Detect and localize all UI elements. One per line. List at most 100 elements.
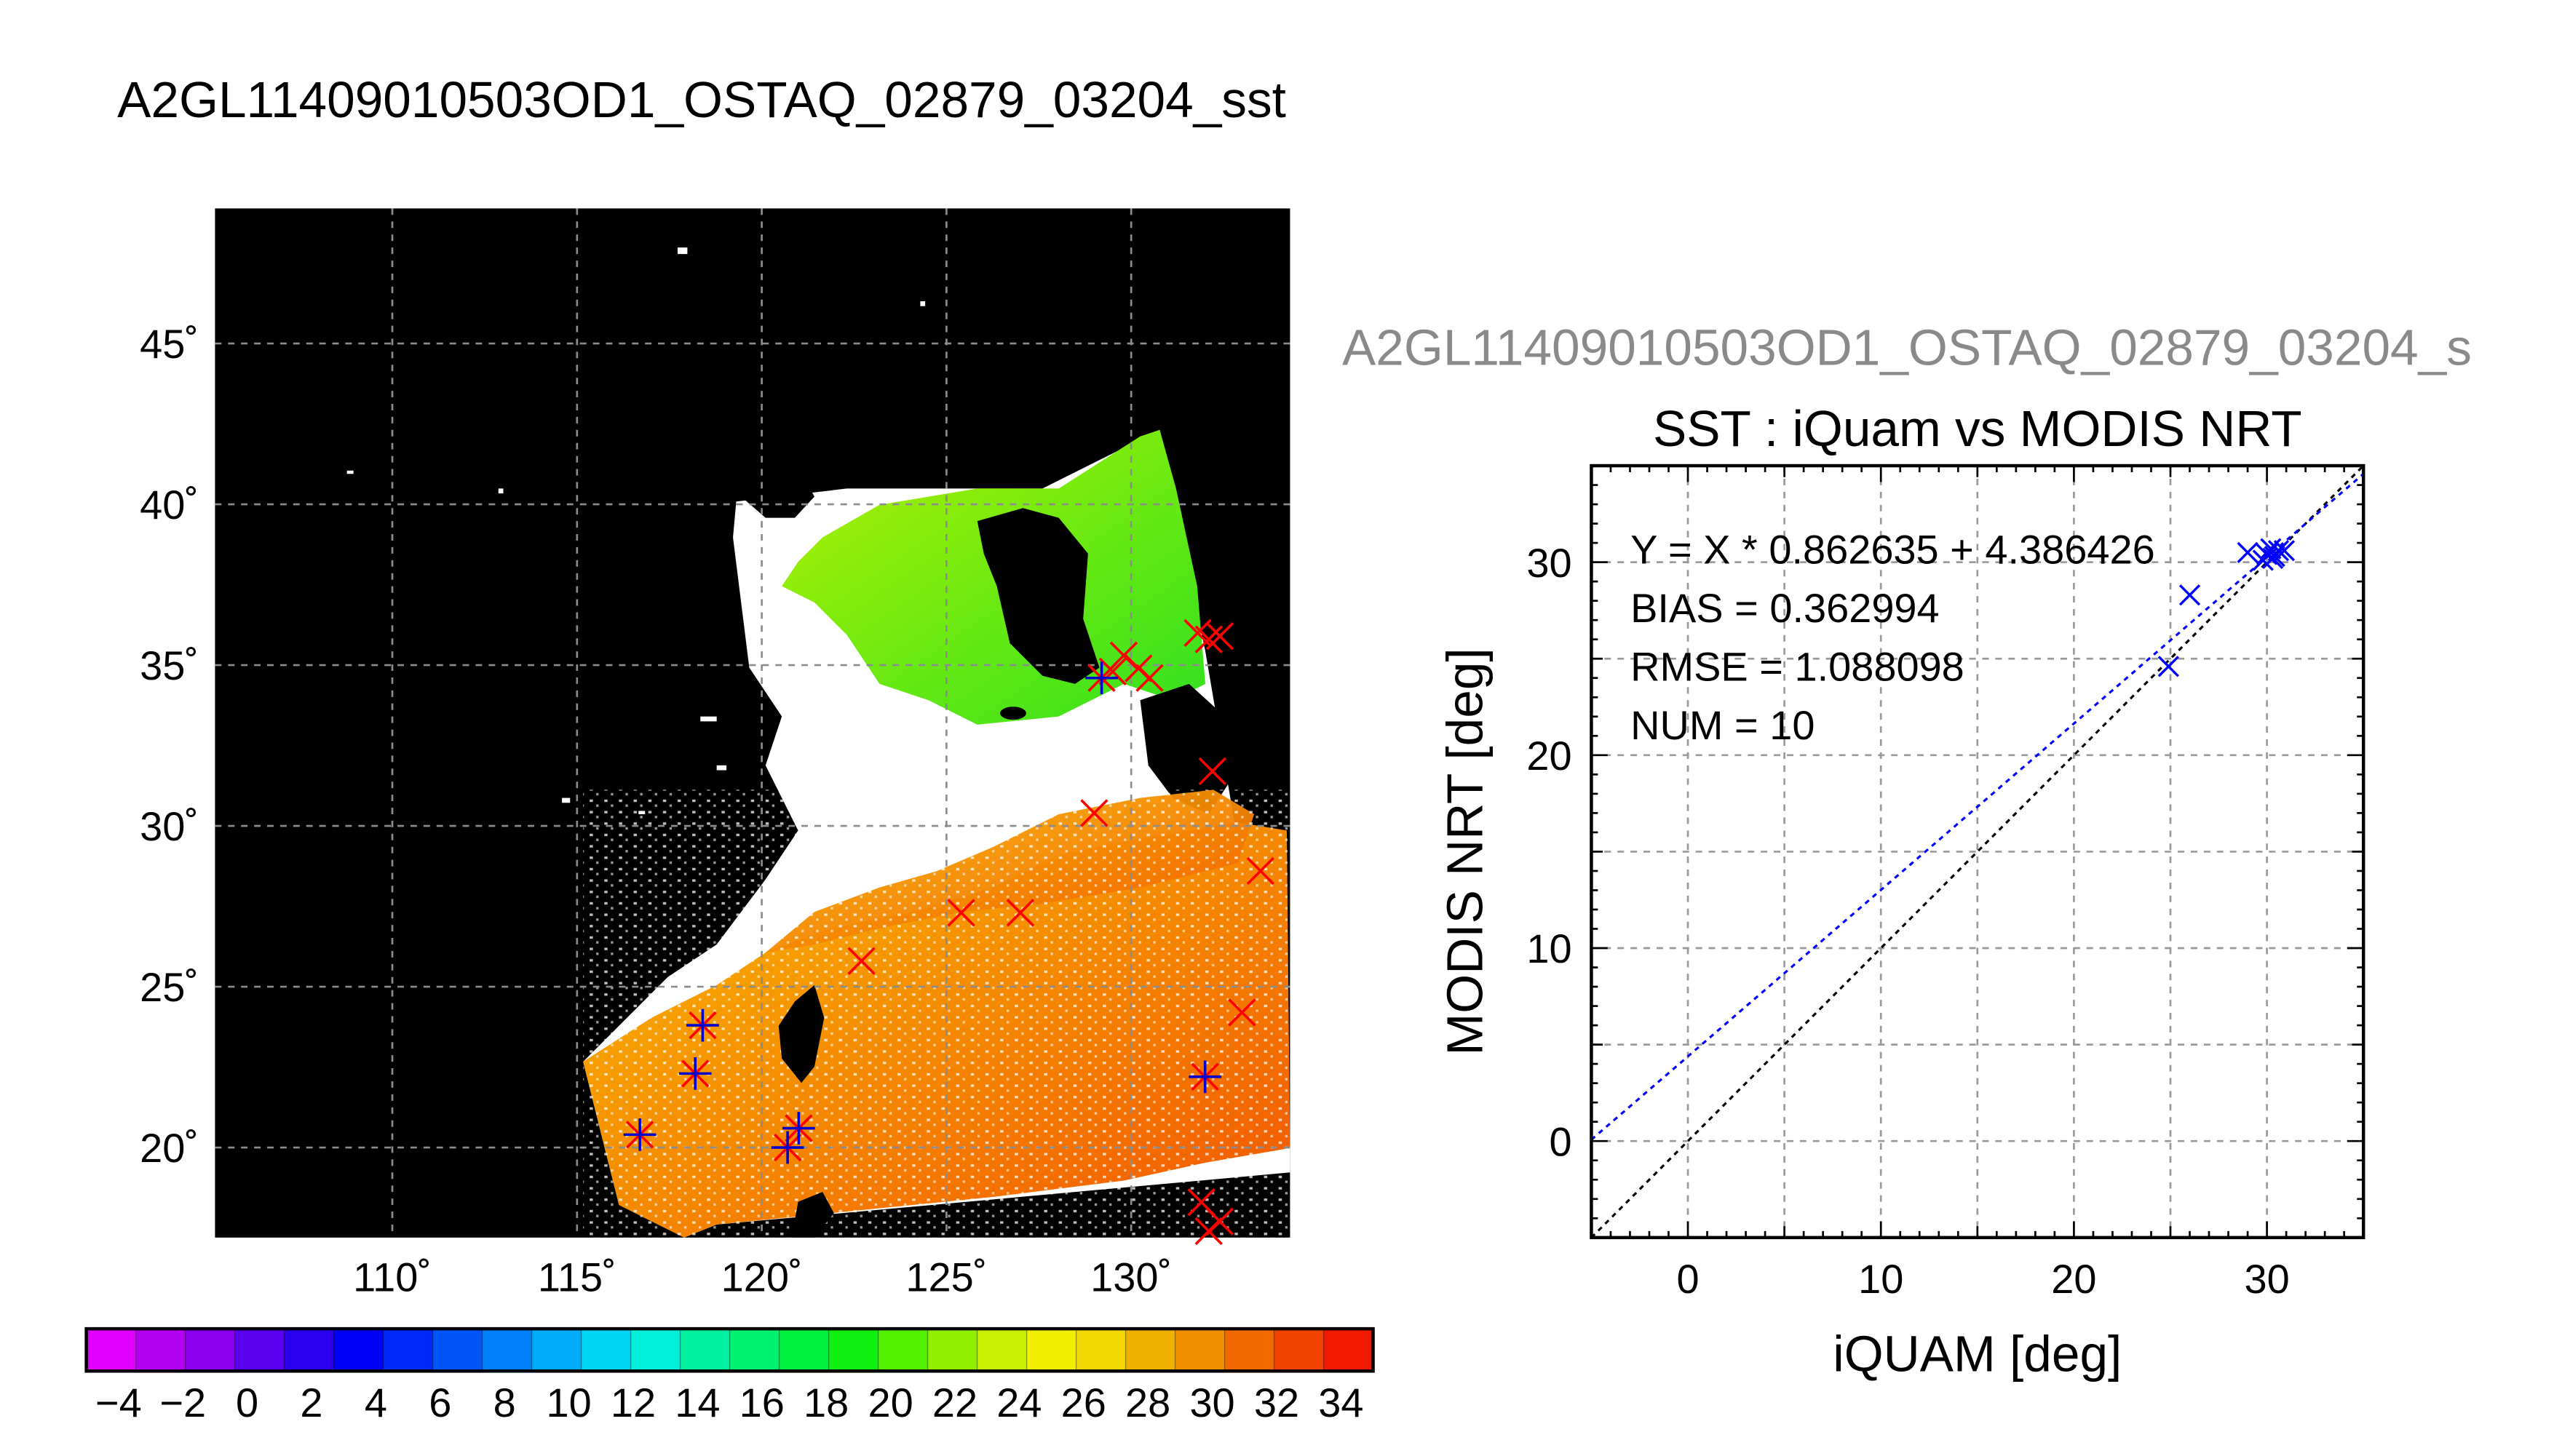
colorbar-cell [333, 1329, 384, 1372]
scatter-ticks: 0 10 20 30 0 10 20 30 [1526, 466, 2364, 1302]
colorbar-cell [729, 1329, 780, 1372]
colorbar-cell [977, 1329, 1028, 1372]
y-tick-label: 0 [1549, 1118, 1571, 1164]
insitu-marker [1246, 856, 1274, 886]
insitu-marker [1228, 998, 1256, 1027]
scatter-lines [1591, 466, 2364, 1238]
colorbar-tick-label: 4 [365, 1380, 387, 1425]
x-tick-label: 0 [1676, 1256, 1699, 1302]
fit-line [1591, 473, 2364, 1141]
stats-annotations: Y = X * 0.862635 + 4.386426 BIAS = 0.3629… [1630, 526, 2155, 748]
insitu-marker [847, 947, 876, 975]
colorbar-cell [878, 1329, 929, 1372]
insitu-marker [1080, 799, 1109, 827]
colorbar-cell [432, 1329, 483, 1372]
colorbar: −4 −2 0 2 4 6 8 10 12 14 16 18 20 22 24 26 28 30 32 34 [84, 1326, 1375, 1425]
insitu-marker [1109, 641, 1138, 669]
colorbar-tick-label: 16 [739, 1380, 785, 1425]
matched-marker [1085, 661, 1118, 695]
colorbar-tick-label: 12 [611, 1380, 656, 1425]
taiwan-land [778, 984, 825, 1083]
colorbar-tick-label: 6 [429, 1380, 451, 1425]
colorbar-cell [1026, 1329, 1077, 1372]
colorbar-cell [185, 1329, 236, 1372]
y-tick-label: 20 [1526, 733, 1571, 779]
latitude-label: 20˚ [140, 1125, 199, 1171]
scatter-grid [1591, 466, 2364, 1238]
colorbar-cell [86, 1329, 137, 1372]
colorbar-cell [531, 1329, 582, 1372]
colorbar-cell [383, 1329, 434, 1372]
longitude-label: 125˚ [905, 1254, 987, 1300]
latitude-labels: 45˚ 40˚ 35˚ 30˚ 25˚ 20˚ [140, 321, 199, 1171]
colorbar-cell [779, 1329, 830, 1372]
matched-marker [771, 1131, 804, 1164]
bohai-gap [741, 472, 814, 518]
latitude-label: 35˚ [140, 643, 199, 688]
colorbar-tick-label: −2 [159, 1380, 206, 1425]
colorbar-cell [1076, 1329, 1127, 1372]
colorbar-tick-label: 20 [868, 1380, 913, 1425]
latitude-label: 40˚ [140, 482, 199, 528]
insitu-marker [1006, 899, 1035, 927]
data-point [2237, 541, 2258, 563]
colorbar-tick-label: 8 [493, 1380, 516, 1425]
stats-annotation: BIAS = 0.362994 [1630, 585, 1940, 631]
colorbar-cell [1323, 1329, 1374, 1372]
longitude-label: 115˚ [538, 1254, 616, 1300]
longitude-label: 120˚ [721, 1254, 803, 1300]
colorbar-cell [234, 1329, 285, 1372]
colorbar-cell [1175, 1329, 1226, 1372]
insitu-marker [1135, 664, 1164, 692]
colorbar-cell [1274, 1329, 1325, 1372]
scatter-points [2157, 538, 2296, 677]
longitude-labels: 110˚ 115˚ 120˚ 125˚ 130˚ [353, 1254, 1172, 1300]
insitu-marker [1198, 757, 1226, 786]
sst-speckle [583, 789, 1290, 1238]
insitu-marker [1194, 625, 1223, 653]
colorbar-cell [482, 1329, 533, 1372]
colorbar-tick-label: 30 [1189, 1380, 1234, 1425]
data-point [2273, 540, 2296, 562]
matched-marker [686, 1009, 719, 1042]
data-point [2261, 547, 2284, 569]
colorbar-tick-label: 24 [996, 1380, 1042, 1425]
stats-annotation: RMSE = 1.088098 [1630, 643, 1964, 689]
longitude-label: 130˚ [1090, 1254, 1172, 1300]
colorbar-cell [1125, 1329, 1176, 1372]
y-tick-label: 10 [1526, 926, 1571, 971]
colorbar-frame [84, 1326, 1375, 1373]
x-tick-label: 10 [1858, 1256, 1903, 1302]
colorbar-tick-label: 32 [1254, 1380, 1299, 1425]
colorbar-tick-label: 18 [804, 1380, 849, 1425]
colorbar-tick-label: 26 [1061, 1380, 1106, 1425]
matched-marker [623, 1118, 657, 1151]
latitude-label: 30˚ [140, 803, 199, 849]
data-point [2157, 656, 2179, 677]
matched-marker [782, 1112, 815, 1145]
y-tick-label: 30 [1526, 540, 1571, 586]
latitude-label: 25˚ [140, 964, 199, 1010]
colorbar-cell [1224, 1329, 1275, 1372]
swath-layer [583, 429, 1290, 1238]
longitude-label: 110˚ [353, 1254, 432, 1300]
colorbar-cell [828, 1329, 879, 1372]
jeju-island [1000, 707, 1026, 720]
japan-land [1140, 683, 1230, 814]
data-point [2178, 584, 2201, 606]
colorbar-cell [630, 1329, 681, 1372]
colorbar-cell [927, 1329, 978, 1372]
insitu-markers [623, 618, 1274, 1246]
matched-marker [678, 1057, 712, 1090]
latitude-label: 45˚ [140, 321, 199, 367]
x-tick-label: 30 [2244, 1256, 2289, 1302]
luzon-land [791, 1192, 834, 1238]
matched-marker [1189, 1060, 1222, 1094]
x-axis-label: iQUAM [deg] [1833, 1325, 2122, 1382]
colorbar-tick-label: 14 [675, 1380, 720, 1425]
colorbar-tick-label: 0 [236, 1380, 258, 1425]
colorbar-tick-labels: −4 −2 0 2 4 6 8 10 12 14 16 18 20 22 24 26 28 30 32 34 [95, 1380, 1364, 1425]
insitu-marker [1098, 657, 1127, 686]
data-point [2256, 544, 2278, 565]
